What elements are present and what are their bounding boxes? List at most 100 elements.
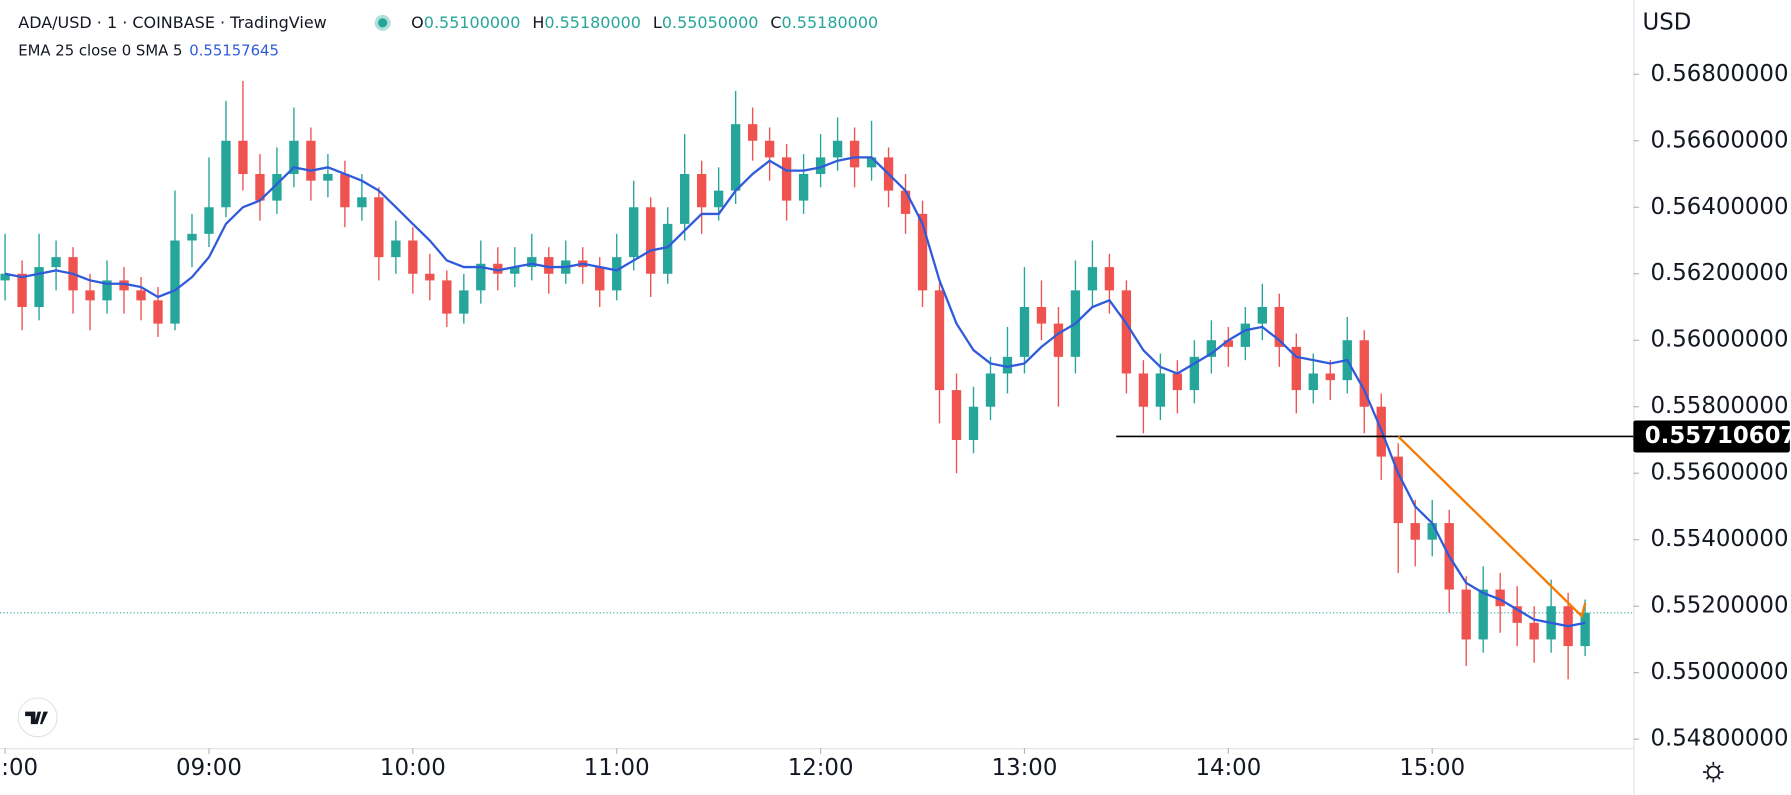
- indicator-name: EMA 25 close 0 SMA 5: [18, 42, 182, 59]
- candle-body: [1036, 306, 1047, 324]
- ohlc: O0.55100000 H0.55180000 L0.55050000 C0.5…: [411, 12, 878, 31]
- candle-body: [170, 240, 180, 324]
- y-tick-label: 0.56400000: [1651, 194, 1789, 220]
- plot-area: [0, 80, 1634, 680]
- y-tick-label: 0.56600000: [1651, 127, 1789, 153]
- candle-body: [153, 300, 163, 324]
- candle-body: [849, 140, 860, 168]
- candle-body: [917, 213, 928, 291]
- x-tick-label: 15:00: [1399, 755, 1465, 781]
- ohlc-value: 0.55180000: [782, 12, 879, 31]
- candle-body: [1138, 373, 1149, 407]
- tradingview-logo: [17, 697, 58, 738]
- y-tick-label: 0.55200000: [1651, 593, 1789, 619]
- candle-body: [680, 174, 690, 224]
- candle-body: [425, 273, 435, 281]
- y-tick-label: 0.55800000: [1651, 393, 1789, 419]
- candle-body: [1427, 523, 1437, 540]
- candle-body: [323, 174, 333, 181]
- candle-body: [713, 190, 724, 208]
- candle-body: [1121, 290, 1132, 374]
- candle-body: [781, 157, 792, 201]
- candle-body: [51, 257, 61, 268]
- candle-body: [1291, 346, 1301, 391]
- candle-body: [85, 290, 95, 301]
- candle-body: [1580, 612, 1590, 647]
- candle-body: [832, 140, 843, 158]
- candle-body: [968, 406, 979, 440]
- candle-body: [544, 257, 554, 274]
- candle-body: [1053, 323, 1064, 357]
- y-tick-label: 0.55600000: [1651, 460, 1789, 486]
- candle-body: [934, 290, 945, 391]
- candle-body: [663, 223, 673, 274]
- ohlc-label: L: [653, 12, 662, 31]
- candle-body: [1206, 340, 1217, 357]
- candle-body: [1274, 306, 1284, 347]
- ohlc-label: H: [532, 12, 544, 31]
- y-tick-label: 0.55400000: [1651, 526, 1789, 552]
- candle-body: [306, 140, 316, 181]
- candle-body: [1172, 373, 1183, 391]
- candle-body: [1002, 356, 1013, 374]
- ohlc-value: 0.55100000: [424, 12, 521, 31]
- indicator-value: 0.55157645: [189, 42, 279, 59]
- candle-body: [0, 273, 10, 281]
- candle-body: [1240, 323, 1251, 347]
- x-tick-label: 12:00: [788, 755, 854, 781]
- candle-body: [815, 157, 826, 175]
- x-tick-label: 14:00: [1195, 755, 1261, 781]
- settings-icon[interactable]: [1703, 761, 1724, 783]
- candle-body: [951, 390, 962, 440]
- candle-body: [1223, 340, 1234, 347]
- candle-body: [900, 190, 911, 214]
- ohlc-value: 0.55050000: [662, 12, 759, 31]
- ohlc-label: C: [770, 12, 781, 31]
- candle-body: [391, 240, 401, 258]
- candle-body: [646, 207, 656, 274]
- indicator-legend: EMA 25 close 0 SMA 5 0.55157645: [18, 42, 279, 59]
- x-tick-label: 10:00: [380, 755, 446, 781]
- candle-body: [204, 207, 214, 234]
- candle-body: [221, 140, 231, 208]
- y-tick-label: 0.54800000: [1651, 726, 1789, 752]
- x-tick-label: 09:00: [176, 755, 242, 781]
- candle-body: [866, 157, 877, 168]
- candle-body: [17, 273, 27, 307]
- candle-body: [1410, 523, 1420, 540]
- candle-body: [1189, 356, 1200, 391]
- candle-body: [187, 233, 197, 241]
- candle-body: [1359, 340, 1369, 407]
- candle-body: [357, 197, 367, 208]
- symbol: ADA/USD · 1 · COINBASE · TradingView: [18, 12, 326, 31]
- candle-body: [696, 174, 707, 208]
- chart-header: ADA/USD · 1 · COINBASE · TradingView: [18, 12, 326, 31]
- candle-body: [985, 373, 996, 407]
- candle-body: [1478, 589, 1488, 640]
- candle-body: [493, 263, 503, 274]
- candle-body: [1495, 589, 1505, 607]
- candle-body: [1308, 373, 1318, 391]
- level-badge: [1633, 420, 1790, 453]
- ohlc-label: O: [411, 12, 424, 31]
- candle-body: [374, 197, 384, 258]
- candle-body: [1393, 456, 1403, 524]
- ohlc-value: 0.55180000: [544, 12, 641, 31]
- candle-body: [510, 267, 520, 274]
- candle-body: [798, 174, 809, 201]
- candle-body: [595, 267, 605, 291]
- candle-body: [764, 140, 775, 158]
- candle-body: [1257, 306, 1267, 324]
- level-badge-label: 0.55710607: [1645, 423, 1791, 449]
- candle-body: [238, 140, 248, 175]
- candle-body: [747, 124, 758, 141]
- y-tick-label: 0.56000000: [1651, 327, 1789, 353]
- y-tick-label: 0.56800000: [1651, 61, 1789, 87]
- y-tick-label: 0.55000000: [1651, 659, 1789, 685]
- candle-body: [1087, 267, 1098, 291]
- candle-body: [136, 290, 146, 301]
- candle-body: [527, 257, 537, 268]
